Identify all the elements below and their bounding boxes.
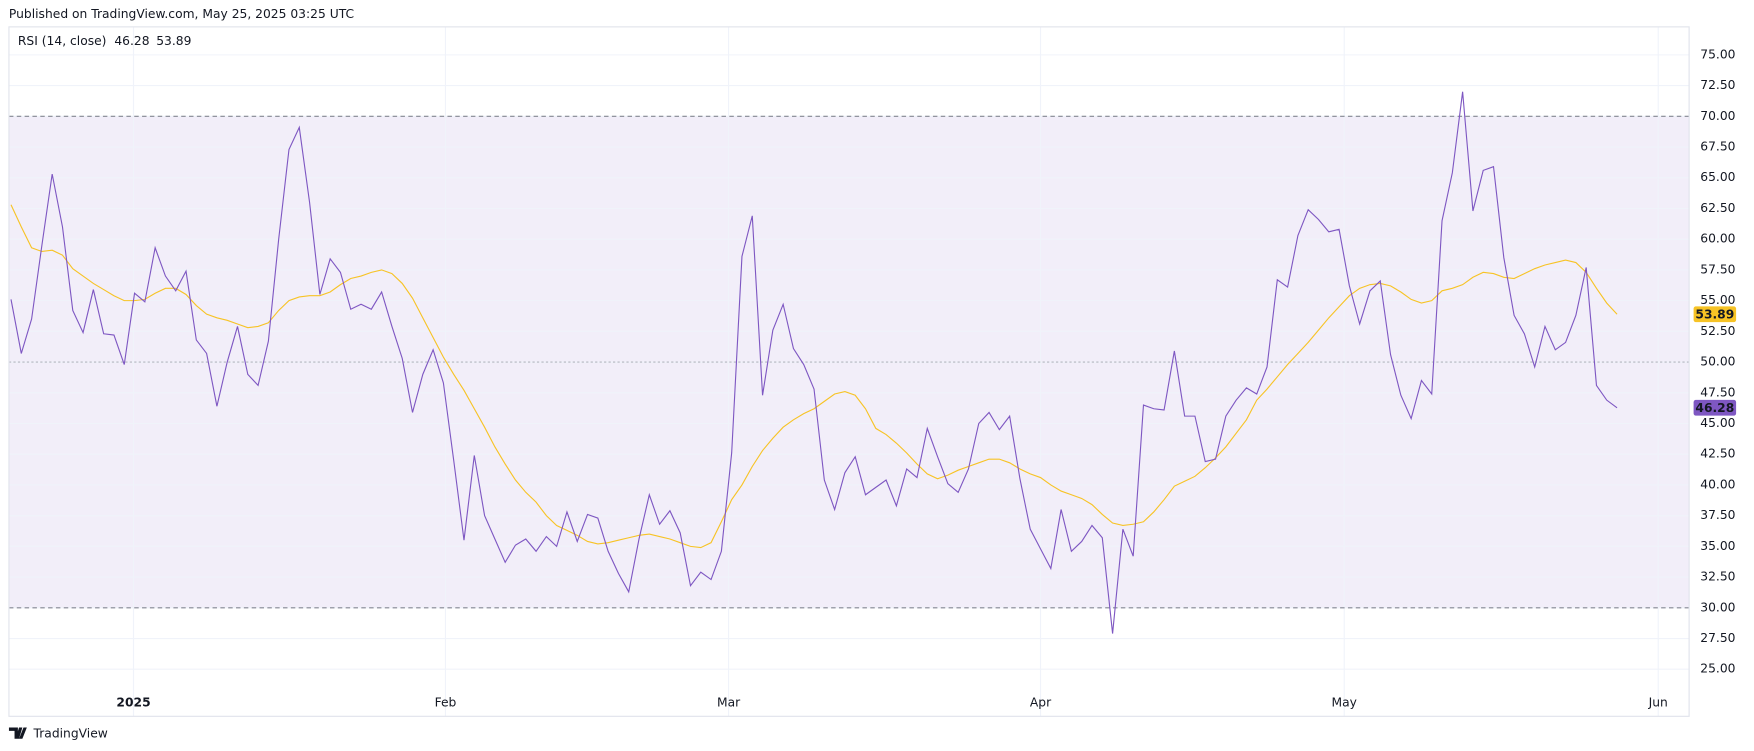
y-tick-label: 40.00 xyxy=(1700,477,1735,491)
y-tick-label: 75.00 xyxy=(1700,47,1735,61)
plot-area xyxy=(8,26,1690,717)
x-tick-label: Jun xyxy=(1648,695,1668,709)
y-tick-label: 32.50 xyxy=(1700,570,1735,584)
last-value-label: 53.89 xyxy=(1695,307,1734,321)
footer-logo: TradingView xyxy=(8,727,108,741)
x-tick-label: Mar xyxy=(717,695,741,709)
y-tick-label: 35.00 xyxy=(1700,539,1735,553)
y-tick-label: 67.50 xyxy=(1700,140,1735,154)
y-tick-label: 30.00 xyxy=(1700,600,1735,614)
y-tick-label: 47.50 xyxy=(1700,385,1735,399)
last-value-badge xyxy=(1693,399,1737,416)
y-tick-label: 62.50 xyxy=(1700,201,1735,215)
legend-value: 46.28 xyxy=(114,34,149,48)
y-tick-label: 55.00 xyxy=(1700,293,1735,307)
x-tick-label: Apr xyxy=(1030,695,1052,709)
y-tick-label: 42.50 xyxy=(1700,447,1735,461)
last-value-badge xyxy=(1693,306,1737,323)
x-tick-label: Feb xyxy=(435,695,457,709)
footer-brand: TradingView xyxy=(33,727,108,741)
x-tick-label: May xyxy=(1332,695,1357,709)
x-tick-label: 2025 xyxy=(116,695,150,709)
rsi-line xyxy=(10,204,1618,549)
y-tick-label: 70.00 xyxy=(1700,109,1735,123)
rsi-line xyxy=(10,91,1618,634)
y-tick-label: 37.50 xyxy=(1700,508,1735,522)
y-tick-label: 72.50 xyxy=(1700,78,1735,92)
published-note: Published on TradingView.com, May 25, 20… xyxy=(9,7,354,21)
y-tick-label: 45.00 xyxy=(1700,416,1735,430)
y-tick-label: 57.50 xyxy=(1700,262,1735,276)
y-tick-label: 65.00 xyxy=(1700,170,1735,184)
legend-label: RSI (14, close) xyxy=(18,34,107,48)
legend-value: 53.89 xyxy=(156,34,191,48)
y-tick-label: 50.00 xyxy=(1700,355,1735,369)
logo-icon xyxy=(8,727,27,739)
y-tick-label: 52.50 xyxy=(1700,324,1735,338)
y-tick-label: 60.00 xyxy=(1700,232,1735,246)
y-tick-label: 25.00 xyxy=(1700,662,1735,676)
y-tick-label: 27.50 xyxy=(1700,631,1735,645)
last-value-label: 46.28 xyxy=(1695,401,1734,415)
plot-border xyxy=(8,26,1690,717)
